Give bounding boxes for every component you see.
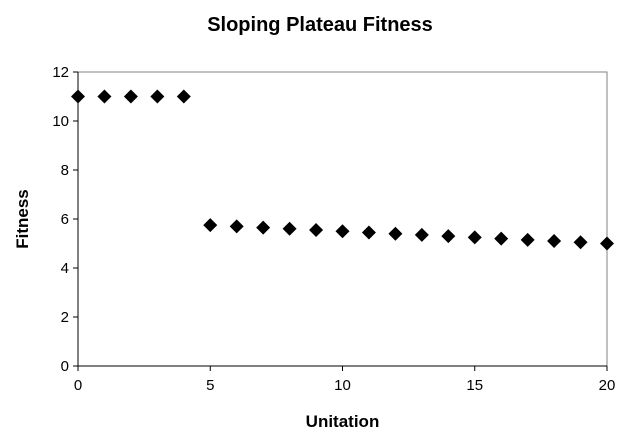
data-point <box>150 89 165 104</box>
y-tick-label: 4 <box>61 260 69 277</box>
data-point <box>494 231 509 246</box>
x-tick-label: 0 <box>74 377 82 394</box>
y-axis-label: Fitness <box>13 189 32 249</box>
x-tick-label: 15 <box>466 377 483 394</box>
data-points <box>71 89 614 251</box>
data-point <box>361 225 376 240</box>
x-tick-label: 5 <box>206 377 214 394</box>
plot-border <box>77 71 608 367</box>
data-point <box>256 220 271 235</box>
x-axis-label: Unitation <box>306 412 380 431</box>
data-point <box>176 89 191 104</box>
y-tick-label: 2 <box>61 309 69 326</box>
data-point <box>71 89 85 104</box>
x-tick-label: 20 <box>599 377 616 394</box>
data-point <box>229 219 244 234</box>
x-tick-label: 10 <box>334 377 351 394</box>
data-point <box>414 227 429 242</box>
data-point <box>573 235 588 250</box>
y-tick-label: 12 <box>52 64 69 81</box>
plot-area <box>77 71 608 367</box>
data-point <box>203 218 218 233</box>
data-point <box>441 229 456 244</box>
data-point <box>388 226 403 241</box>
y-tick-label: 0 <box>61 358 69 375</box>
data-point <box>600 236 614 251</box>
y-tick-label: 10 <box>52 113 69 130</box>
data-point <box>309 223 324 238</box>
data-point <box>335 224 350 239</box>
y-tick-label: 6 <box>61 211 69 228</box>
chart-title: Sloping Plateau Fitness <box>207 14 433 36</box>
data-point <box>520 232 535 247</box>
y-tick-label: 8 <box>61 162 69 179</box>
data-point <box>467 230 482 245</box>
data-point <box>282 221 297 236</box>
data-point <box>547 234 562 249</box>
data-point <box>97 89 112 104</box>
data-point <box>123 89 138 104</box>
y-axis: 0 2 4 6 8 10 12 <box>52 64 79 375</box>
x-axis: 0 5 10 15 20 <box>74 365 616 394</box>
